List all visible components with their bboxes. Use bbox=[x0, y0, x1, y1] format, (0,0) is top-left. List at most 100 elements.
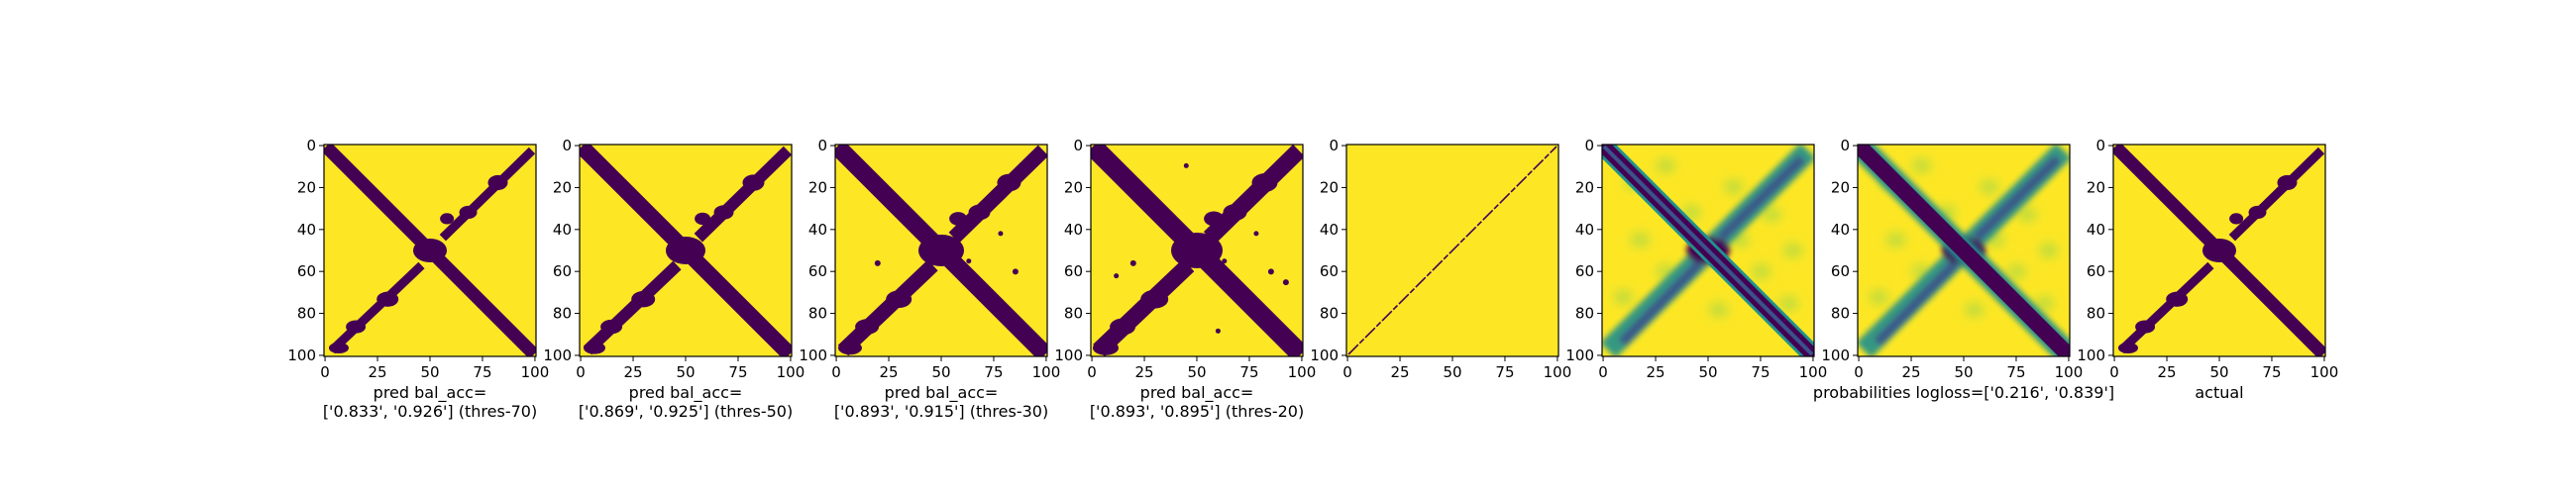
prob-main bbox=[1858, 145, 2070, 356]
y-tick-label: 20 bbox=[1831, 178, 1850, 196]
speck bbox=[1129, 259, 1136, 266]
patch-blob bbox=[2229, 213, 2244, 225]
x-tick-label: 25 bbox=[2157, 363, 2176, 381]
speck bbox=[1222, 258, 1228, 264]
panel-caption-line1: pred bal_acc= bbox=[374, 383, 487, 403]
heatmap-area bbox=[835, 145, 1047, 356]
y-tick-label: 0 bbox=[2095, 137, 2105, 154]
heatmap-area bbox=[1858, 145, 2070, 356]
patch-blob bbox=[600, 319, 623, 335]
patch-blob bbox=[2277, 174, 2298, 191]
y-tick-label: 0 bbox=[562, 137, 572, 154]
y-tick-label: 20 bbox=[2087, 178, 2105, 196]
cross-blob bbox=[918, 235, 964, 266]
x-tick-label: 75 bbox=[1239, 363, 1258, 381]
x-tick-label: 25 bbox=[1646, 363, 1664, 381]
y-tick-label: 40 bbox=[297, 221, 316, 239]
panel-caption-line2: ['0.833', '0.926'] (thres-70) bbox=[323, 402, 537, 421]
y-tick-label: 40 bbox=[1320, 221, 1339, 239]
panel-caption-line1: pred bal_acc= bbox=[1140, 383, 1254, 403]
prob-main bbox=[1602, 145, 1814, 356]
prob-speck bbox=[1724, 180, 1743, 193]
mask-band bbox=[1717, 154, 1806, 242]
y-tick-label: 80 bbox=[553, 305, 572, 323]
prob-speck bbox=[1965, 303, 1984, 316]
patch-blob bbox=[742, 174, 765, 191]
mask-band bbox=[694, 146, 792, 243]
y-tick-label: 100 bbox=[1821, 346, 1850, 364]
y-tick-label: 80 bbox=[2087, 305, 2105, 323]
patch-blob bbox=[837, 341, 862, 355]
heatmap-area bbox=[324, 145, 536, 356]
prob-speck bbox=[1912, 159, 1931, 172]
x-tick-label: 0 bbox=[831, 363, 841, 381]
mask-band bbox=[328, 261, 425, 354]
mask-band bbox=[948, 145, 1047, 244]
x-tick-label: 75 bbox=[2262, 363, 2281, 381]
mask-band bbox=[439, 147, 536, 242]
x-tick-label: 50 bbox=[1698, 363, 1717, 381]
y-tick-label: 0 bbox=[1329, 137, 1339, 154]
patch-blob bbox=[459, 205, 478, 220]
prob-speck bbox=[1631, 234, 1650, 247]
panel-caption-line1: pred bal_acc= bbox=[629, 383, 743, 403]
y-tick-label: 80 bbox=[297, 305, 316, 323]
patch-blob bbox=[1223, 204, 1247, 221]
y-tick-label: 20 bbox=[1064, 178, 1083, 196]
x-tick-label: 100 bbox=[2055, 363, 2084, 381]
speck bbox=[1145, 205, 1151, 211]
panel-caption-line2: ['0.893', '0.915'] (thres-30) bbox=[834, 402, 1048, 421]
mask-band bbox=[1858, 145, 2070, 356]
y-tick-label: 60 bbox=[1831, 262, 1850, 280]
patch-blob bbox=[2166, 291, 2189, 307]
y-tick-label: 100 bbox=[1310, 346, 1339, 364]
mask-band bbox=[837, 259, 938, 356]
x-tick-label: 25 bbox=[1901, 363, 1920, 381]
prob-speck bbox=[2035, 297, 2054, 310]
mask-band bbox=[1973, 154, 2062, 242]
heatmap-area bbox=[580, 145, 792, 356]
y-tick-label: 80 bbox=[1320, 305, 1339, 323]
mask-band bbox=[1203, 145, 1303, 245]
y-tick-label: 0 bbox=[1073, 137, 1083, 154]
prob-speck bbox=[1886, 234, 1905, 247]
y-tick-label: 100 bbox=[2077, 346, 2105, 364]
speck bbox=[1267, 268, 1274, 275]
patch-blob bbox=[855, 319, 880, 335]
x-tick-label: 75 bbox=[2006, 363, 2025, 381]
y-tick-label: 0 bbox=[1584, 137, 1594, 154]
patch-blob bbox=[886, 290, 912, 309]
cross-blob bbox=[666, 237, 705, 264]
y-tick-label: 60 bbox=[553, 262, 572, 280]
y-tick-label: 40 bbox=[1064, 221, 1083, 239]
patch-blob bbox=[968, 204, 991, 221]
prob-speck bbox=[2039, 245, 2058, 256]
speck bbox=[1215, 328, 1221, 334]
x-tick-label: 0 bbox=[1342, 363, 1352, 381]
prob-speck bbox=[1657, 159, 1675, 172]
y-tick-label: 60 bbox=[2087, 262, 2105, 280]
x-tick-label: 25 bbox=[879, 363, 898, 381]
x-tick-label: 75 bbox=[984, 363, 1003, 381]
patch-blob bbox=[487, 174, 508, 191]
prob-speck bbox=[2018, 208, 2037, 221]
x-tick-label: 100 bbox=[777, 363, 805, 381]
heatmap-area bbox=[2113, 145, 2325, 356]
speck bbox=[890, 205, 896, 211]
mask-band bbox=[2117, 261, 2214, 354]
patch-blob bbox=[1092, 341, 1119, 355]
x-tick-label: 50 bbox=[931, 363, 950, 381]
x-tick-label: 50 bbox=[1954, 363, 1973, 381]
y-tick-label: 20 bbox=[297, 178, 316, 196]
cross-blob bbox=[413, 239, 447, 262]
y-tick-label: 20 bbox=[1575, 178, 1594, 196]
patch-blob bbox=[583, 342, 605, 354]
y-tick-label: 60 bbox=[1575, 262, 1594, 280]
x-tick-label: 25 bbox=[1390, 363, 1409, 381]
